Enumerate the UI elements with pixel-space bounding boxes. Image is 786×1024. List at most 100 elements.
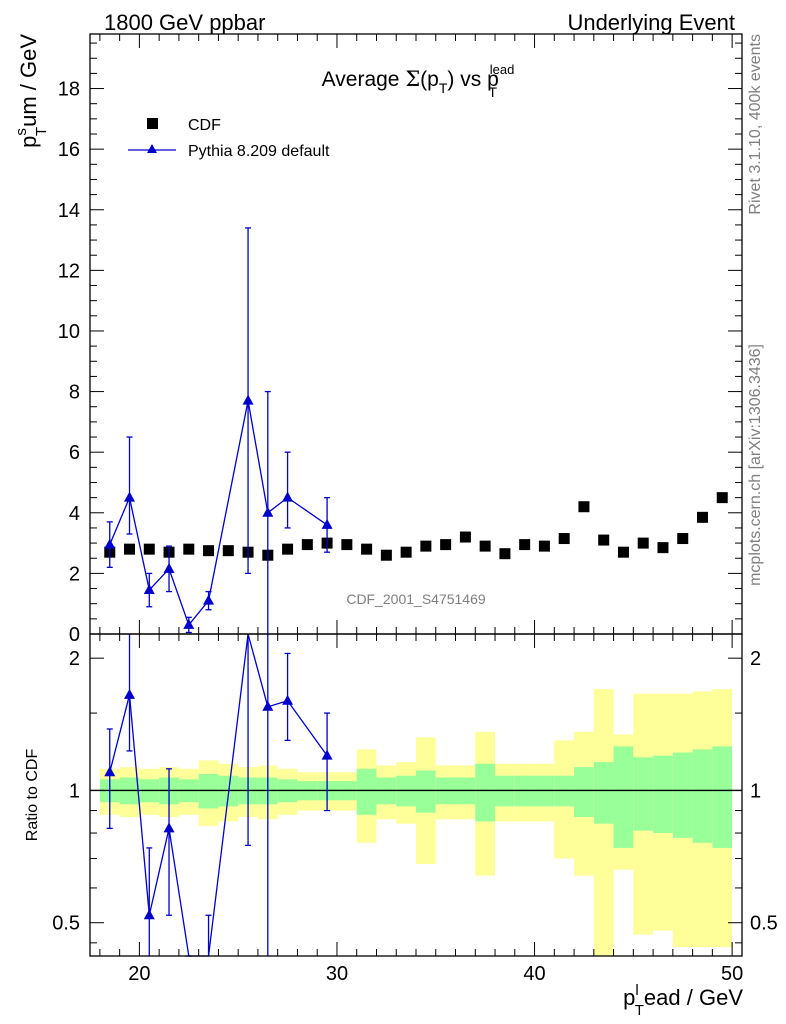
- xlabel-rest: ead / GeV: [644, 985, 743, 1010]
- ratio-panel-data: [104, 633, 333, 957]
- ylabel-rest: um / GeV: [16, 34, 41, 127]
- x-tick-label: 20: [128, 963, 150, 985]
- cdf-point: [203, 545, 215, 557]
- band-inner: [356, 768, 377, 815]
- cdf-point: [440, 539, 452, 551]
- rivet-label: Rivet 3.1.10, 400k events: [747, 34, 764, 215]
- legend: CDF Pythia 8.209 default: [128, 117, 330, 160]
- band-inner: [712, 746, 733, 848]
- mc-point: [163, 562, 175, 573]
- cdf-point: [143, 543, 155, 555]
- title-average: Average: [322, 68, 406, 91]
- y-tick-label: 0: [69, 624, 80, 646]
- cdf-point: [598, 534, 610, 546]
- title-sup-lead: lead: [490, 62, 515, 77]
- ratio-point: [321, 749, 333, 760]
- ylabel-sup-s: s: [13, 128, 30, 136]
- cdf-point: [677, 533, 689, 545]
- y-tick-label: 6: [69, 442, 80, 464]
- cdf-point: [617, 546, 629, 558]
- ratio-y-tick-label-left: 1: [69, 780, 80, 802]
- ratio-y-tick-label-left: 2: [69, 648, 80, 670]
- analysis-watermark: CDF_2001_S4751469: [346, 591, 486, 607]
- main-panel-data: [104, 227, 728, 634]
- mc-point: [183, 618, 195, 629]
- band-inner: [416, 770, 436, 813]
- cdf-point: [696, 511, 708, 523]
- header-right: Underlying Event: [567, 10, 735, 35]
- ylabel-sub-t: T: [33, 127, 50, 136]
- legend-mc-label: Pythia 8.209 default: [188, 143, 330, 160]
- ratio-y-tick-label-right: 2: [750, 648, 761, 670]
- cdf-point: [183, 543, 195, 555]
- band-inner: [593, 762, 614, 824]
- mc-point: [143, 584, 155, 595]
- y-tick-label: 10: [58, 321, 80, 343]
- y-tick-label: 14: [58, 200, 80, 222]
- x-axis-label: pl Tead / GeV: [623, 982, 743, 1019]
- ratio-y-tick-label-right: 1: [750, 780, 761, 802]
- cdf-point: [282, 543, 294, 555]
- band-inner: [653, 755, 673, 834]
- xlabel-sub-t: T: [635, 1002, 644, 1019]
- ratio-ylabel: Ratio to CDF: [24, 749, 41, 842]
- title-paren-open: (p: [420, 68, 439, 91]
- cdf-point: [459, 531, 471, 543]
- x-tick-label: 40: [523, 963, 545, 985]
- band-inner: [672, 752, 693, 838]
- xlabel-sup-l: l: [635, 982, 638, 999]
- cdf-point: [558, 533, 570, 545]
- cdf-point: [380, 549, 392, 561]
- title-sub-t1: T: [439, 80, 448, 96]
- cdf-point: [400, 546, 412, 558]
- cdf-point: [420, 540, 432, 552]
- cdf-point: [479, 540, 491, 552]
- ratio-point: [124, 688, 136, 699]
- mc-point: [104, 538, 116, 549]
- ratio-y-tick-label-left: 0.5: [52, 913, 80, 935]
- legend-cdf-marker: [147, 118, 158, 129]
- cdf-point: [222, 545, 234, 557]
- ratio-point: [163, 822, 175, 833]
- x-tick-label: 50: [721, 963, 743, 985]
- y-tick-label: 8: [69, 382, 80, 404]
- y-tick-label: 2: [69, 563, 80, 585]
- band-inner: [692, 749, 713, 843]
- mc-point: [242, 394, 254, 405]
- title-sigma: Σ: [405, 67, 420, 91]
- mc-line: [109, 400, 328, 627]
- title-paren-close: ) vs p: [447, 68, 498, 91]
- ratio-uncertainty-bands: [90, 689, 742, 956]
- ratio-point: [143, 909, 155, 920]
- cdf-point: [341, 539, 353, 551]
- mc-point: [203, 594, 215, 605]
- y-tick-label: 16: [58, 139, 80, 161]
- legend-cdf-label: CDF: [188, 117, 221, 134]
- cdf-point: [637, 537, 649, 549]
- mc-point: [262, 506, 274, 517]
- main-ylabel: ps Tum / GeV: [13, 34, 50, 148]
- main-title: Average Σ(pT) vs plead T: [322, 62, 515, 100]
- mc-point: [282, 491, 294, 502]
- band-inner: [475, 763, 496, 822]
- legend-mc-marker: [147, 144, 157, 153]
- y-tick-label: 18: [58, 79, 80, 101]
- header-left: 1800 GeV ppbar: [104, 10, 265, 35]
- cdf-point: [124, 543, 136, 555]
- cdf-point: [657, 542, 669, 554]
- band-inner: [613, 746, 634, 848]
- title-sub-t2: T: [488, 84, 497, 100]
- band-inner: [574, 767, 594, 818]
- cdf-point: [499, 548, 511, 560]
- mc-point: [124, 491, 136, 502]
- ratio-point: [262, 700, 274, 711]
- cdf-point: [361, 543, 373, 555]
- cdf-point: [578, 501, 590, 513]
- cdf-point: [716, 492, 728, 504]
- band-inner: [198, 774, 219, 809]
- mcplots-label: mcplots.cern.ch [arXiv:1306.3436]: [747, 344, 764, 586]
- ratio-point: [282, 694, 294, 705]
- xlabel-p: p: [623, 985, 635, 1010]
